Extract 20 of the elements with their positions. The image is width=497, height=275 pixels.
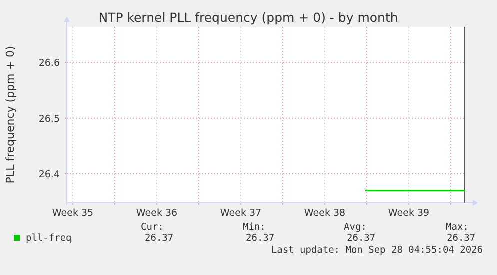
legend-label: pll-freq [26,233,72,244]
text: 26.37 [145,233,174,244]
y-tick-label: 26.5 [38,114,60,125]
x-tick-label: Week 35 [52,208,94,219]
text: Min: [243,222,266,233]
x-tick-label: Week 38 [304,208,346,219]
text: 26.37 [447,233,476,244]
text: Last update: Mon Sep 28 04:55:04 2026 [271,245,484,256]
x-tick-label: Week 36 [136,208,178,219]
x-tick-label: Week 37 [220,208,262,219]
text: 26.37 [246,233,275,244]
text: Avg: [344,222,367,233]
x-tick-label: Week 39 [388,208,430,219]
y-axis-title: PLL frequency (ppm + 0) [4,46,17,184]
text: Max: [446,222,469,233]
y-tick-label: 26.4 [38,170,60,181]
y-tick-label: 26.6 [38,58,60,70]
chart-title: NTP kernel PLL frequency (ppm + 0) - by month [98,10,398,25]
text: Cur: [141,222,164,233]
text: 26.37 [347,233,376,244]
